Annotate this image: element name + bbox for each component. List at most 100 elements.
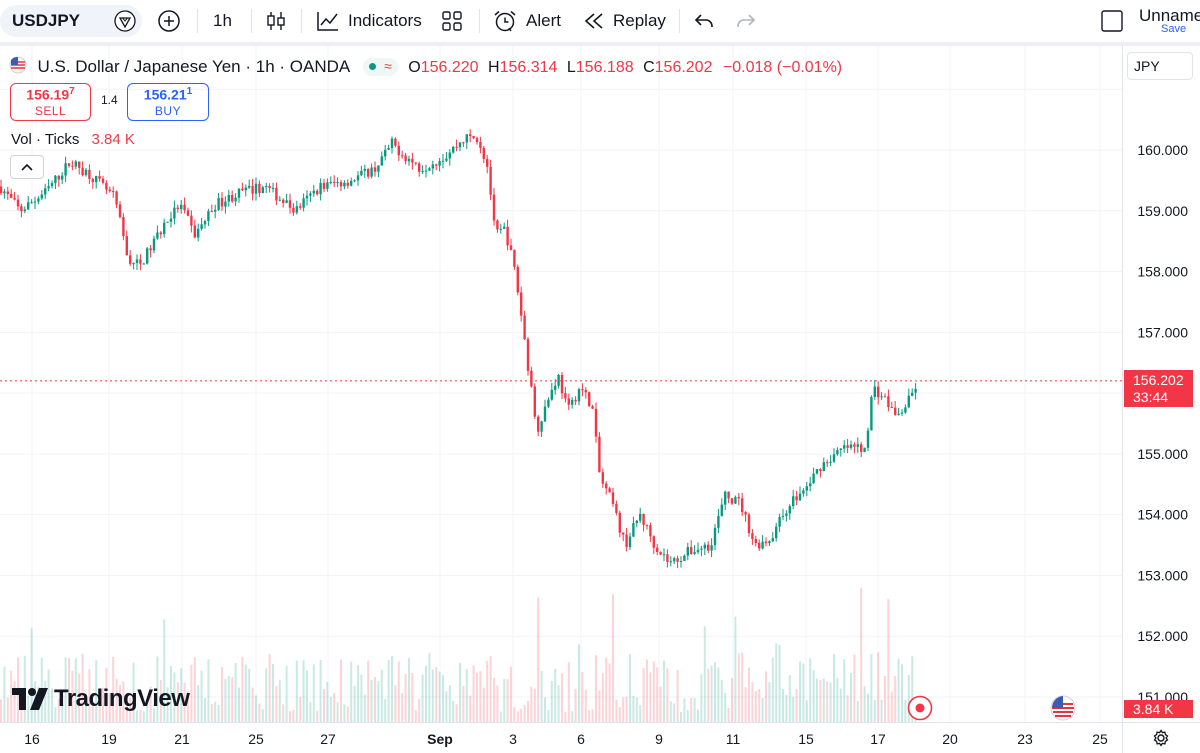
tradingview-logo[interactable]: TradingView	[12, 684, 190, 714]
add-symbol-icon[interactable]	[158, 0, 180, 42]
symbol-title[interactable]: U.S. Dollar / Japanese Yen · 1h · OANDA	[37, 57, 351, 76]
candle-body	[183, 204, 186, 211]
volume-bar	[680, 711, 682, 722]
indicators-button[interactable]: Indicators	[317, 0, 422, 42]
candle-body	[778, 517, 781, 527]
candle-body	[10, 193, 13, 198]
layout-checkbox-icon[interactable]	[1101, 0, 1123, 42]
candle-body	[360, 170, 363, 176]
candle-body	[741, 498, 744, 513]
market-status-badge[interactable]: ≈	[362, 58, 398, 76]
volume-bar	[108, 693, 111, 722]
candle-body	[356, 175, 360, 181]
collapse-legend-button[interactable]	[10, 155, 44, 179]
candles-chart-type-icon[interactable]	[266, 0, 286, 42]
volume-bar	[493, 677, 495, 722]
volume-bar	[183, 682, 186, 722]
candle-body	[84, 169, 88, 176]
candle-body	[319, 182, 322, 195]
candle-body	[237, 188, 241, 198]
symbol-label[interactable]: USDJPY	[12, 11, 81, 30]
candle-body	[608, 488, 611, 493]
high-value: 156.314	[499, 59, 558, 76]
candle-body	[210, 211, 213, 213]
volume-bar	[649, 672, 652, 722]
compare-symbol-icon[interactable]	[114, 0, 136, 42]
volume-bar	[894, 675, 897, 722]
candle-body	[567, 398, 570, 405]
candle-body	[669, 561, 672, 563]
volume-bar	[822, 678, 825, 722]
candle-body	[883, 396, 887, 398]
layout-name[interactable]: Unname	[1139, 6, 1200, 25]
volume-bar	[323, 688, 325, 722]
volume-bar	[64, 657, 67, 722]
candle-body	[142, 263, 145, 265]
volume-bar	[346, 706, 349, 722]
candle-body	[598, 436, 601, 473]
volume-bar	[853, 654, 856, 722]
buy-button[interactable]: 156.211 BUY	[127, 83, 209, 121]
currency-select[interactable]: JPY	[1127, 52, 1193, 80]
volume-bar	[788, 675, 791, 722]
layouts-grid-icon[interactable]	[442, 0, 462, 42]
candle-body	[771, 538, 774, 542]
volume-bar	[442, 674, 444, 722]
candle-body	[251, 185, 254, 194]
candle-body	[61, 175, 64, 180]
chart-settings-gear-icon[interactable]	[1152, 729, 1170, 752]
time-axis-tick: 17	[870, 731, 886, 747]
volume-bar	[88, 669, 91, 722]
candle-body	[503, 226, 506, 229]
record-icon[interactable]	[907, 695, 933, 726]
volume-bar	[391, 655, 393, 722]
redo-icon[interactable]	[736, 0, 756, 42]
candle-body	[526, 339, 530, 371]
candle-body	[57, 175, 60, 180]
volume-bar	[176, 682, 179, 722]
candle-body	[241, 188, 244, 191]
candle-body	[78, 161, 81, 168]
volume-bar	[907, 674, 910, 722]
candle-body	[118, 204, 122, 218]
candle-body	[815, 469, 819, 474]
volume-bar	[574, 688, 577, 722]
volume-bar	[751, 682, 754, 722]
candle-body	[203, 221, 207, 225]
candle-body	[404, 155, 407, 162]
replay-button[interactable]: Replay	[584, 0, 666, 42]
volume-bar	[316, 710, 319, 722]
candle-body	[792, 496, 795, 507]
economic-events-flag-icon[interactable]	[1050, 695, 1076, 726]
save-button[interactable]: Save	[1161, 23, 1187, 35]
candle-body	[571, 399, 574, 405]
candle-body	[560, 374, 564, 394]
us-flag-icon	[9, 56, 27, 79]
candle-body	[234, 197, 237, 202]
volume-bar	[802, 663, 805, 722]
sell-button[interactable]: 156.197 SELL	[10, 83, 91, 121]
alert-button[interactable]: Alert	[493, 0, 561, 42]
volume-legend[interactable]: Vol · Ticks 3.84 K	[11, 131, 135, 148]
candle-body	[516, 266, 519, 293]
volume-bar	[462, 685, 465, 722]
candle-body	[462, 142, 465, 144]
candle-body	[33, 201, 37, 203]
volume-legend-value: 3.84 K	[91, 131, 135, 148]
volume-bar	[612, 594, 614, 722]
volume-bar	[112, 656, 115, 722]
volume-bar	[554, 668, 557, 722]
candle-body	[822, 462, 825, 472]
volume-bar	[224, 679, 227, 722]
time-axis-tick: Sep	[427, 731, 453, 747]
volume-bar	[47, 669, 50, 722]
undo-icon[interactable]	[694, 0, 714, 42]
candle-body	[900, 412, 904, 414]
candle-body	[860, 444, 863, 452]
volume-bar	[537, 597, 540, 722]
time-axis-tick: 25	[1092, 731, 1108, 747]
candle-body	[112, 191, 115, 193]
interval-button[interactable]: 1h	[213, 11, 232, 30]
volume-bar	[61, 703, 64, 722]
